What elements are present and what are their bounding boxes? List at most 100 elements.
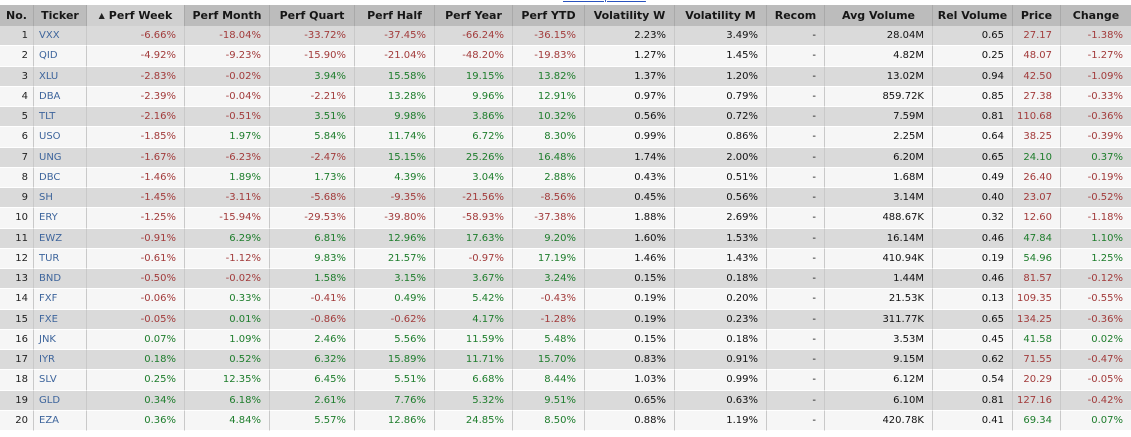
cell-perf_year: 3.04% <box>435 167 513 188</box>
cell-change: -1.38% <box>1061 26 1131 47</box>
ticker-link[interactable]: IYR <box>34 350 87 371</box>
cell-vol_w: 0.19% <box>585 309 675 330</box>
ticker-link[interactable]: EZA <box>34 410 87 431</box>
cell-perf_month: 0.52% <box>185 350 270 371</box>
ticker-link[interactable]: UNG <box>34 147 87 168</box>
ticker-link[interactable]: DBA <box>34 86 87 107</box>
ticker-link[interactable]: GLD <box>34 390 87 411</box>
cell-avg_volume: 2.25M <box>825 127 933 148</box>
column-header-perf_month[interactable]: Perf Month <box>185 5 270 26</box>
cell-perf_week: 0.34% <box>87 390 185 411</box>
cell-rel_volume: 0.46 <box>933 228 1013 249</box>
cell-perf_quart: 6.81% <box>270 228 355 249</box>
cell-perf_ytd: -0.43% <box>513 289 585 310</box>
cell-price: 23.07 <box>1013 188 1061 209</box>
row-number: 16 <box>0 329 34 350</box>
column-header-avg_volume[interactable]: Avg Volume <box>825 5 933 26</box>
ticker-link[interactable]: FXE <box>34 309 87 330</box>
sort-ascending-icon: ▲ <box>98 11 105 20</box>
cell-perf_year: 19.15% <box>435 66 513 87</box>
cell-perf_half: 7.76% <box>355 390 435 411</box>
ticker-link[interactable]: USO <box>34 127 87 148</box>
cell-change: -1.18% <box>1061 208 1131 229</box>
cell-vol_w: 0.19% <box>585 289 675 310</box>
column-header-perf_year[interactable]: Perf Year <box>435 5 513 26</box>
cell-avg_volume: 6.20M <box>825 147 933 168</box>
cell-rel_volume: 0.40 <box>933 188 1013 209</box>
cell-change: -1.09% <box>1061 67 1131 87</box>
cell-perf_year: 6.68% <box>435 370 513 391</box>
cell-perf_quart: 1.73% <box>270 167 355 188</box>
cell-perf_quart: 2.61% <box>270 390 355 411</box>
ticker-link[interactable]: XLU <box>34 66 87 87</box>
cell-vol_w: 1.27% <box>585 46 675 67</box>
cell-perf_month: -6.23% <box>185 147 270 168</box>
cell-change: -0.42% <box>1061 391 1131 411</box>
ticker-link[interactable]: TUR <box>34 248 87 269</box>
cell-rel_volume: 0.85 <box>933 86 1013 107</box>
column-header-rel_volume[interactable]: Rel Volume <box>933 5 1013 26</box>
column-header-recom[interactable]: Recom <box>767 5 825 26</box>
cell-avg_volume: 21.53K <box>825 289 933 310</box>
cell-vol_w: 0.97% <box>585 86 675 107</box>
table-header-row: No. Ticker ▲ Perf Week Perf Month Perf Quart P… <box>0 5 1131 26</box>
column-header-no[interactable]: No. <box>0 5 34 26</box>
ticker-link[interactable]: SLV <box>34 370 87 391</box>
column-header-vol_m[interactable]: Volatility M <box>675 5 767 26</box>
cell-perf_year: 9.96% <box>435 86 513 107</box>
row-number: 3 <box>0 66 34 87</box>
cell-avg_volume: 3.53M <box>825 329 933 350</box>
column-header-price[interactable]: Price <box>1013 5 1061 26</box>
cell-change: -0.55% <box>1061 289 1131 310</box>
row-number: 2 <box>0 46 34 67</box>
cell-perf_ytd: -8.56% <box>513 188 585 209</box>
cell-perf_ytd: 16.48% <box>513 147 585 168</box>
column-header-ticker[interactable]: Ticker <box>34 5 87 26</box>
cell-perf_month: 0.33% <box>185 289 270 310</box>
cell-avg_volume: 420.78K <box>825 410 933 431</box>
row-number: 15 <box>0 309 34 330</box>
ticker-label: FXE <box>39 313 58 325</box>
column-header-perf_half[interactable]: Perf Half <box>355 5 435 26</box>
ticker-link[interactable]: FXF <box>34 289 87 310</box>
column-header-perf_ytd[interactable]: Perf YTD <box>513 5 585 26</box>
cell-price: 38.25 <box>1013 127 1061 148</box>
cell-perf_quart: -0.86% <box>270 309 355 330</box>
cell-recom: - <box>767 309 825 330</box>
cell-perf_month: -18.04% <box>185 26 270 47</box>
cell-price: 41.58 <box>1013 329 1061 350</box>
ticker-link[interactable]: JNK <box>34 329 87 350</box>
cell-recom: - <box>767 370 825 391</box>
cell-perf_quart: 9.83% <box>270 248 355 269</box>
ticker-link[interactable]: ERY <box>34 208 87 229</box>
table-row: 20 EZA 0.36% 4.84% 5.57% 12.86% 24.85% 8.50% 0.8… <box>0 410 1131 431</box>
cell-price: 48.07 <box>1013 46 1061 67</box>
ticker-link[interactable]: QID <box>34 46 87 67</box>
ticker-link[interactable]: SH <box>34 188 87 209</box>
ticker-link[interactable]: DBC <box>34 167 87 188</box>
column-header-vol_w[interactable]: Volatility W <box>585 5 675 26</box>
row-number: 11 <box>0 228 34 249</box>
table-row: 15 FXE -0.05% 0.01% -0.86% -0.62% 4.17% -1.28% 0… <box>0 309 1131 330</box>
cell-perf_ytd: 3.24% <box>513 269 585 290</box>
ticker-link[interactable]: TLT <box>34 107 87 128</box>
cell-perf_year: 5.32% <box>435 390 513 411</box>
ticker-label: QID <box>39 50 58 62</box>
column-header-perf_quart[interactable]: Perf Quart <box>270 5 355 26</box>
cell-perf_month: 1.09% <box>185 329 270 350</box>
row-number: 17 <box>0 350 34 371</box>
ticker-link[interactable]: VXX <box>34 26 87 47</box>
column-header-change[interactable]: Change <box>1072 9 1120 22</box>
save-as-portfolio-link[interactable]: save as portfolio <box>563 0 646 4</box>
cell-change: -0.39% <box>1061 127 1131 148</box>
ticker-link[interactable]: EWZ <box>34 228 87 249</box>
cell-vol_m: 0.79% <box>675 86 767 107</box>
cell-change: 0.07% <box>1061 411 1131 431</box>
ticker-link[interactable]: BND <box>34 269 87 290</box>
cell-recom: - <box>767 46 825 67</box>
cell-perf_ytd: 13.82% <box>513 66 585 87</box>
column-header-perf_week[interactable]: ▲ Perf Week <box>87 5 185 26</box>
cell-perf_ytd: -36.15% <box>513 26 585 47</box>
cell-avg_volume: 28.04M <box>825 26 933 47</box>
cell-avg_volume: 13.02M <box>825 66 933 87</box>
